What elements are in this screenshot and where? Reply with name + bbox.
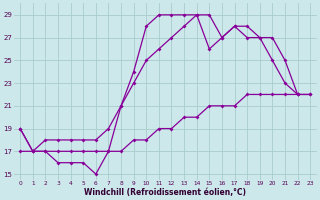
X-axis label: Windchill (Refroidissement éolien,°C): Windchill (Refroidissement éolien,°C): [84, 188, 246, 197]
